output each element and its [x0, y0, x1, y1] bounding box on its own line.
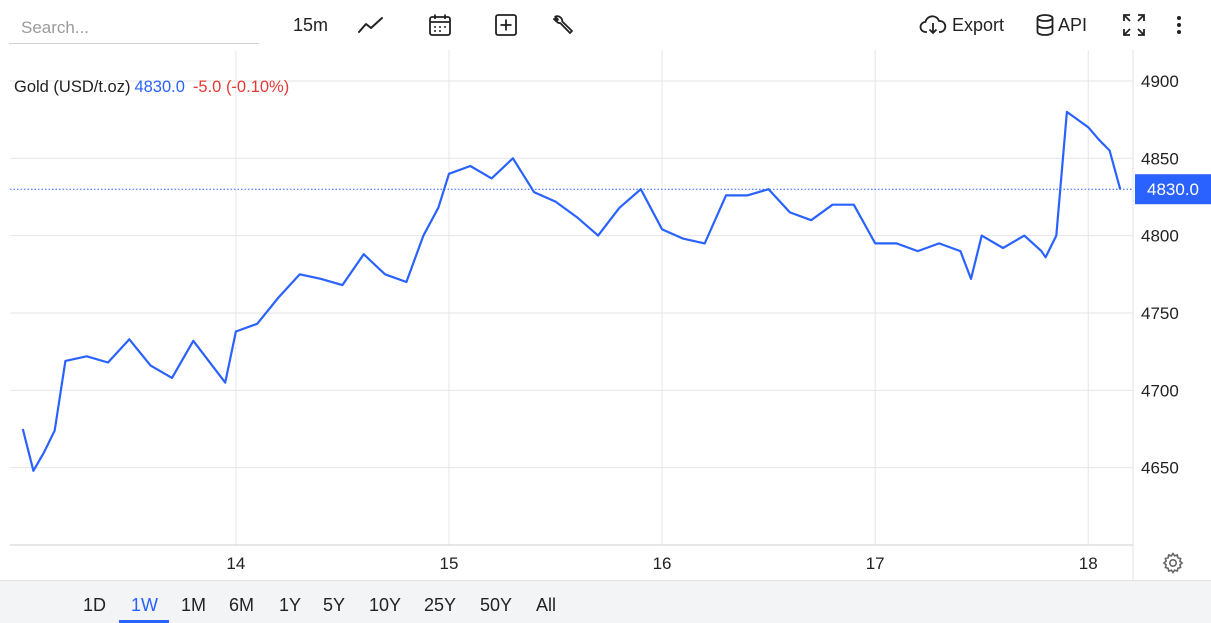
add-indicator-icon[interactable] [494, 10, 518, 40]
legend-price: 4830.0 [134, 78, 185, 96]
fullscreen-icon[interactable] [1122, 10, 1146, 40]
api-button[interactable]: API [1035, 10, 1087, 40]
range-button-5y[interactable]: 5Y [323, 595, 346, 615]
series [21, 110, 1122, 472]
legend-symbol: Gold (USD/t.oz) [14, 78, 131, 96]
x-axis-labels: 14 15 16 17 18 [226, 554, 1097, 573]
y-tick-label: 4700 [1141, 381, 1179, 400]
range-button-25y[interactable]: 25Y [424, 595, 457, 615]
axes [10, 50, 1134, 580]
y-tick-label: 4850 [1141, 149, 1179, 168]
chart-area[interactable]: 4830.0 4650 4700 4750 4800 4850 4900 14 15 16 17… [0, 50, 1211, 580]
current-price-tag [1135, 174, 1211, 205]
api-label: API [1058, 14, 1088, 35]
range-button-all[interactable]: All [536, 595, 557, 615]
range-button-1y[interactable]: 1Y [279, 595, 302, 615]
export-label: Export [952, 14, 1005, 35]
y-axis-labels: 4650 4700 4750 4800 4850 4900 [1141, 72, 1179, 478]
y-tick-label: 4750 [1141, 304, 1179, 323]
y-tick-label: 4800 [1141, 227, 1179, 246]
range-button-1w[interactable]: 1W [131, 595, 158, 615]
x-tick-label: 15 [440, 554, 459, 573]
x-tick-label: 17 [866, 554, 885, 573]
y-tick-label: 4650 [1141, 459, 1179, 478]
export-button[interactable]: Export [919, 10, 1004, 40]
more-vertical-icon[interactable] [1173, 10, 1185, 40]
line-chart-icon[interactable] [357, 10, 385, 40]
x-tick-label: 16 [653, 554, 672, 573]
cloud-download-icon [919, 15, 947, 35]
range-button-6m[interactable]: 6M [229, 595, 255, 615]
interval-selector[interactable]: 15m [293, 14, 329, 35]
settings-gear-icon[interactable] [1161, 551, 1185, 580]
toolbar: 15m Export API [0, 0, 1211, 50]
range-button-10y[interactable]: 10Y [369, 595, 402, 615]
y-grid [10, 80, 1133, 469]
x-tick-label: 18 [1079, 554, 1098, 573]
price-chart[interactable]: 4830.0 4650 4700 4750 4800 4850 4900 14 15 16 17… [0, 50, 1211, 580]
x-tick-label: 14 [226, 554, 245, 573]
gold-price-line [21, 110, 1122, 472]
calendar-icon[interactable] [428, 10, 452, 40]
x-grid [235, 50, 1089, 545]
chart-legend: Gold (USD/t.oz) 4830.0 -5.0 (-0.10%) [14, 78, 289, 97]
legend-change: -5.0 (-0.10%) [192, 78, 290, 96]
wrench-icon[interactable] [551, 10, 575, 40]
current-price-tag-label: 4830.0 [1147, 180, 1199, 199]
range-button-1d[interactable]: 1D [83, 595, 107, 615]
current-price-marker: 4830.0 [10, 174, 1211, 205]
y-tick-label: 4900 [1141, 72, 1179, 91]
range-selector-bar: 1D 1W 1M 6M 1Y 5Y 10Y 25Y 50Y All [0, 580, 1211, 623]
database-icon [1036, 14, 1054, 36]
search-input[interactable] [9, 12, 259, 44]
range-button-50y[interactable]: 50Y [480, 595, 513, 615]
range-button-1m[interactable]: 1M [181, 595, 207, 615]
